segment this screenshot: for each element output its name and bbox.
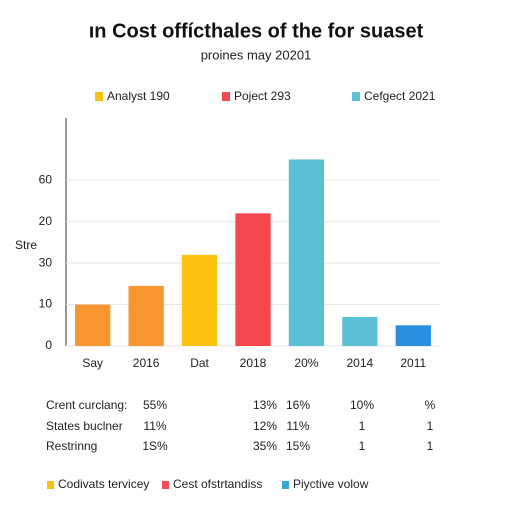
y-tick-label: 10 [39,297,53,311]
legend-label: Cest ofstrtandiss [173,477,262,491]
y-tick-label: 60 [39,172,53,186]
bar [75,304,111,346]
bar [235,213,271,346]
bar [128,285,164,346]
y-tick-label: 0 [45,338,52,352]
table-cell: 15% [286,439,310,453]
legend-label: Poject 293 [234,89,291,103]
y-tick-label: 20 [39,214,53,228]
table-cell: 1 [359,419,366,433]
table-cell: 13% [253,398,277,412]
legend-swatch [47,481,54,489]
legend-label: Analyst 190 [107,89,170,103]
x-tick-label: 2018 [240,356,267,370]
legend-swatch [352,92,360,101]
table-cell: 55% [143,398,167,412]
bar [288,159,325,346]
legend-label: Cefgect 2021 [364,89,436,103]
chart-subtitle: proines may 20201 [201,47,312,62]
table-cell: 11% [286,419,309,433]
x-tick-label: Say [82,356,103,370]
table-cell: 1S% [142,439,168,453]
table-cell: % [425,398,436,412]
table-cell: 11% [143,419,166,433]
table-cell: 1 [427,419,434,433]
table-cell: 35% [253,439,277,453]
x-tick-label: Dat [190,356,209,370]
legend-swatch [162,481,169,489]
y-axis-label: Stre [15,238,37,252]
legend-swatch [282,481,289,489]
table-cell: 1 [427,439,434,453]
x-tick-label: 20% [294,356,318,370]
table-row-label: Restrinng [46,439,97,453]
chart-title: ın Cost offícthales of the for suaset [89,20,424,42]
table-cell: 12% [253,419,277,433]
table-cell: 1 [359,439,366,453]
legend-label: Codivats tervicey [58,477,149,491]
y-tick-label: 30 [39,255,53,269]
table-cell: 16% [286,398,310,412]
table-cell: 10% [350,398,374,412]
legend-swatch [95,92,103,101]
x-tick-label: 2016 [133,356,160,370]
bar [395,325,431,346]
bar [342,316,378,346]
legend-swatch [222,92,230,101]
bar [181,254,218,346]
legend-label: Piyctive volow [293,477,369,491]
table-row-label: Crent curclang: [46,398,127,412]
x-tick-label: 2014 [347,356,374,370]
x-tick-label: 2011 [400,356,426,370]
table-row-label: States buclner [46,419,123,433]
